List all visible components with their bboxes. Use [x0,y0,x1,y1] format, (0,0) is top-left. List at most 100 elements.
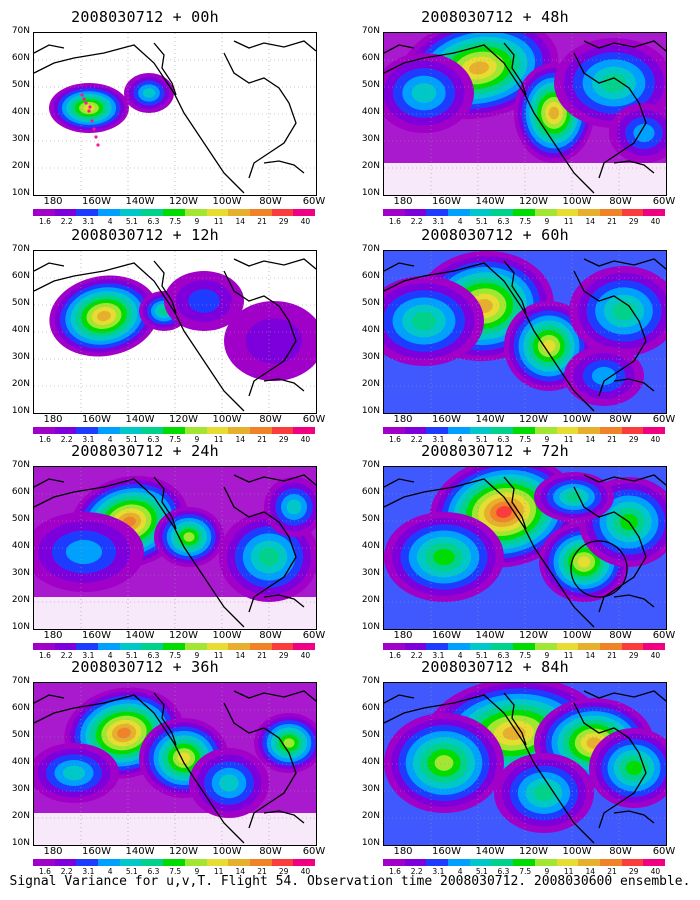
observation-dot [80,93,84,97]
colorbar-label: 1.6 [39,867,51,876]
colorbar-swatch [578,427,600,434]
colorbar-label: 40 [650,651,661,660]
colorbar-label: 6.3 [497,217,510,226]
map-plot [384,251,666,413]
colorbar-label: 2.2 [60,651,73,660]
x-axis-label: 180 [43,414,63,425]
colorbar-label: 40 [300,435,311,444]
colorbar-swatch [163,209,185,216]
colorbar-swatch [491,209,514,216]
x-axis-label: 140W [125,630,155,641]
variance-contour [601,73,627,93]
y-axis-label: 50N [11,730,30,740]
coastline [223,486,297,613]
colorbar-swatch [76,643,99,650]
coastline [34,478,245,628]
colorbar-label: 3.1 [82,867,95,876]
panel-title: 2008030712 + 48h [421,8,569,26]
y-axis-label: 10N [361,838,380,848]
colorbar-swatch [404,859,427,866]
map-plot [384,33,666,195]
coastline [384,44,415,54]
colorbar-swatch [33,859,55,866]
y-axis-label: 10N [361,622,380,632]
x-axis-label: 120W [519,630,548,641]
observation-dot [84,101,88,105]
colorbar-label: 14 [235,217,246,226]
x-axis-label: 180 [393,846,413,857]
map [33,250,317,414]
coastline [573,270,647,397]
map-plot [34,683,316,845]
y-axis-label: 30N [11,784,30,794]
colorbar [33,643,315,650]
colorbar-label: 2.2 [60,435,73,444]
colorbar-label: 5.1 [125,217,138,226]
colorbar-swatch [448,859,470,866]
colorbar-swatch [578,859,600,866]
colorbar-swatch [293,427,315,434]
colorbar-swatch [206,427,229,434]
y-axis-label: 10N [361,188,380,198]
colorbar-label: 6.3 [147,867,160,876]
coastline [384,44,595,194]
colorbar-label: 6.3 [147,435,160,444]
colorbar [33,209,315,216]
colorbar-label: 21 [257,651,267,660]
colorbar-swatch [404,427,427,434]
colorbar-label: 9 [194,435,200,444]
coastline [573,702,647,829]
x-axis-label: 120W [519,846,548,857]
coastline [503,260,527,314]
colorbar-label: 11 [563,435,574,444]
coastline [573,52,647,179]
panel-00h: 2008030712 + 00h 70N 60N 50N 40N 30N 20N 10N 18… [0,8,326,226]
x-axis-label: 100W [562,196,592,207]
colorbar-label: 1.6 [39,651,51,660]
y-axis-label: 40N [361,757,380,767]
panel-36h: 2008030712 + 36h 70N 60N 50N 40N 30N 20N 10N 18… [0,658,326,876]
map-plot [34,251,316,413]
coastline [583,690,666,702]
colorbar-label: 4 [457,435,463,444]
coastline [503,476,527,530]
colorbar-swatch [404,643,427,650]
variance-contour [65,539,103,565]
colorbar-swatch [534,859,557,866]
colorbar-swatch [491,643,514,650]
coastline [583,474,666,486]
colorbar-swatch [491,859,514,866]
coastline [34,44,65,54]
y-axis-label: 20N [11,161,30,171]
colorbar-label: 2.2 [410,435,423,444]
colorbar-label: 9 [194,217,200,226]
x-axis-label: 160W [432,846,461,857]
coastline [384,694,595,844]
colorbar-label: 11 [213,217,224,226]
colorbar-label: 29 [628,867,639,876]
x-axis-label: 160W [82,414,111,425]
colorbar-swatch [54,859,77,866]
y-axis-label: 30N [11,134,30,144]
colorbar-swatch [271,427,294,434]
panel-72h: 2008030712 + 72h 70N 60N 50N 40N 30N 20N 10N 18… [350,442,676,660]
y-axis-label: 20N [361,595,380,605]
x-axis-label: 80W [259,414,282,425]
panel-title: 2008030712 + 72h [421,442,569,460]
colorbar-swatch [228,859,250,866]
colorbar-swatch [426,643,449,650]
colorbar-label: 1.6 [389,217,401,226]
y-axis-label: 30N [361,568,380,578]
coastline [503,42,527,96]
variance-contour [188,289,220,313]
colorbar-swatch [578,209,600,216]
x-axis-label: 80W [259,846,282,857]
colorbar-label: 5.1 [475,867,488,876]
y-axis-label: 10N [11,406,30,416]
colorbar-swatch [621,859,644,866]
y-axis-label: 50N [361,80,380,90]
variance-contour [625,760,643,776]
colorbar-label: 1.6 [389,435,401,444]
coastline [573,486,647,613]
x-axis-label: 160W [82,630,111,641]
